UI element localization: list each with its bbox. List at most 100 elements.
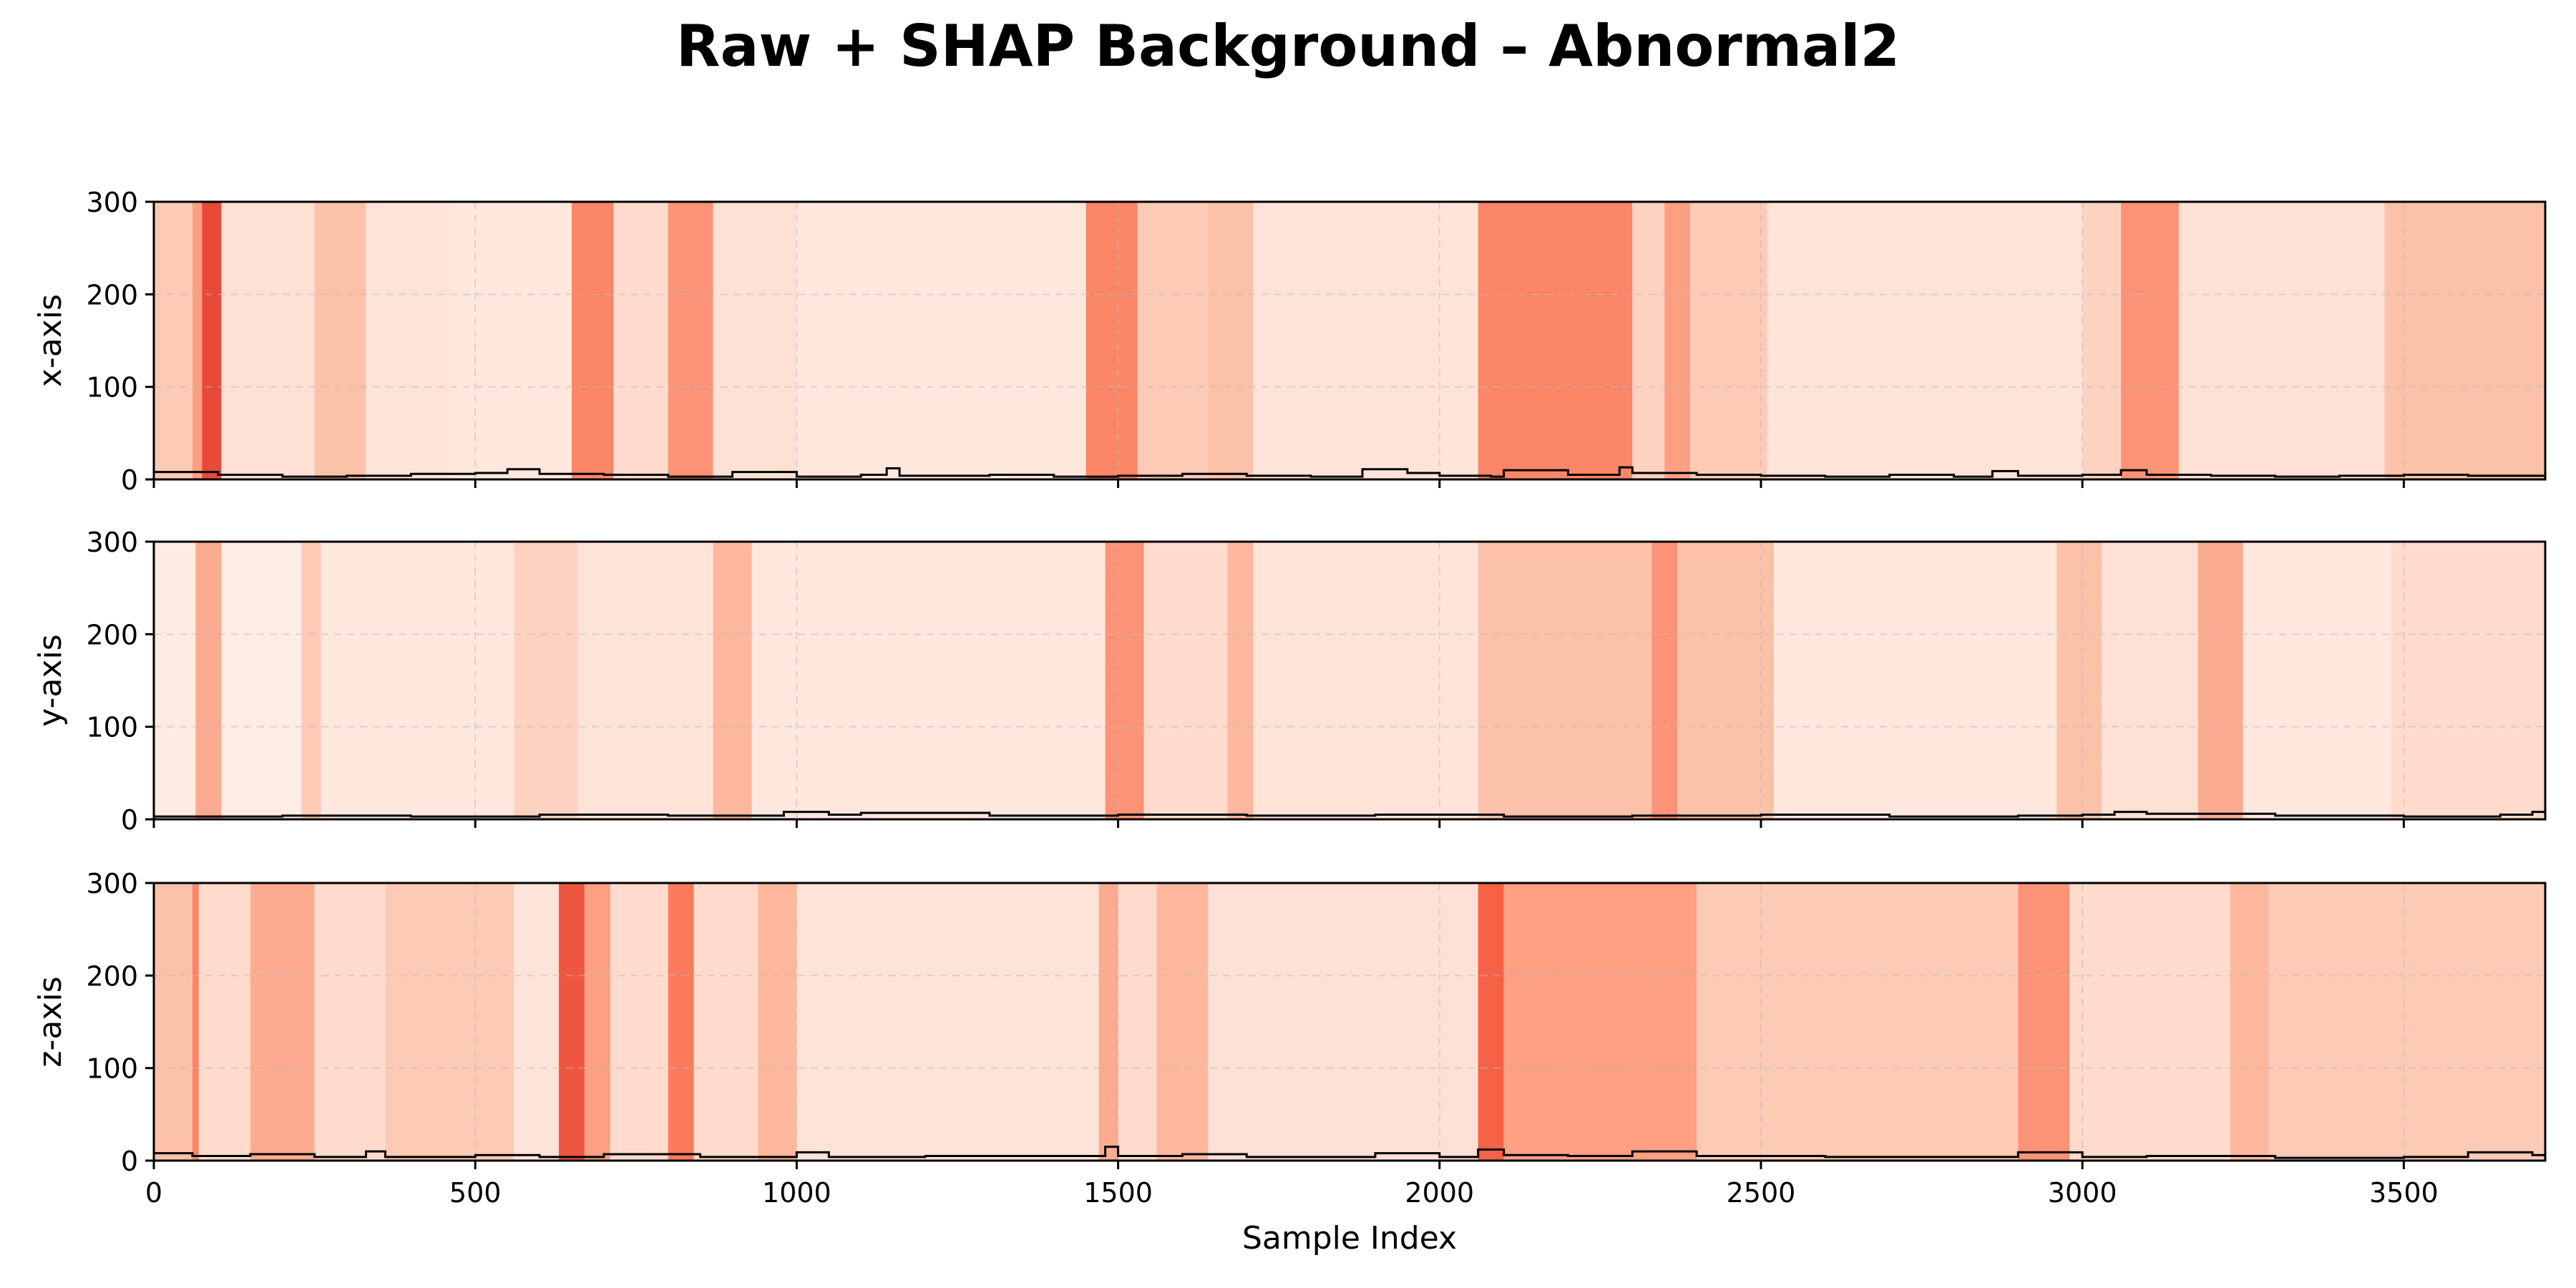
shap-band	[2069, 883, 2230, 1161]
x-tick-label: 1500	[1083, 1177, 1153, 1209]
x-tick-label: 3500	[2369, 1177, 2439, 1209]
shap-background	[154, 542, 2545, 819]
x-tick-label: 2000	[1405, 1177, 1474, 1209]
shap-band	[713, 202, 797, 479]
shap-band	[2230, 883, 2269, 1161]
shap-background	[154, 202, 2545, 479]
x-tick-label: 0	[145, 1177, 162, 1209]
panel-ylabel: z-axis	[32, 976, 69, 1067]
shap-band	[1143, 542, 1228, 819]
shap-band	[154, 542, 196, 819]
shap-band	[1677, 542, 1774, 819]
shap-band	[1664, 202, 1691, 479]
shap-band	[2082, 202, 2122, 479]
shap-band	[1208, 202, 1254, 479]
shap-band	[192, 883, 199, 1161]
shap-band	[1767, 202, 2083, 479]
shap-band	[668, 202, 713, 479]
shap-band	[1098, 883, 1118, 1161]
shap-band	[221, 202, 315, 479]
shap-band	[1503, 883, 1697, 1161]
shap-band	[610, 883, 668, 1161]
shap-band	[250, 883, 315, 1161]
shap-band	[1208, 883, 1478, 1161]
shap-band	[514, 883, 559, 1161]
shap-band	[571, 202, 614, 479]
shap-band	[693, 883, 758, 1161]
shap-band	[192, 202, 203, 479]
x-tick-label: 1000	[762, 1177, 831, 1209]
series-line	[154, 466, 2545, 478]
y-tick-label: 100	[86, 372, 138, 404]
shap-band	[202, 202, 222, 479]
shap-band	[221, 542, 302, 819]
shap-band	[558, 883, 585, 1161]
y-tick-label: 100	[86, 1053, 138, 1085]
x-axis-label: Sample Index	[1242, 1220, 1457, 1257]
shap-background	[154, 883, 2545, 1161]
shap-band	[1478, 542, 1652, 819]
shap-band	[796, 883, 1099, 1161]
axes-frame	[152, 540, 2547, 821]
shap-band	[301, 542, 321, 819]
shap-band	[195, 542, 222, 819]
shap-band	[1697, 883, 2019, 1161]
shap-band	[2018, 883, 2070, 1161]
shap-band	[1690, 202, 1767, 479]
shap-band	[514, 542, 578, 819]
panel-ylabel: y-axis	[32, 634, 69, 726]
y-tick-label: 300	[86, 187, 138, 218]
y-tick-label: 200	[86, 279, 138, 311]
shap-band	[314, 883, 386, 1161]
y-tick-label: 300	[86, 527, 138, 558]
shap-band	[154, 202, 192, 479]
x-tick-label: 3000	[2048, 1177, 2117, 1209]
shap-band	[1253, 542, 1478, 819]
figure-title: Raw + SHAP Background – Abnormal2	[676, 13, 1900, 79]
shap-band	[1156, 883, 1209, 1161]
shap-band	[751, 542, 1106, 819]
shap-band	[613, 202, 668, 479]
shap-band	[2243, 542, 2391, 819]
panel-ylabel: x-axis	[32, 294, 69, 387]
y-tick-label: 300	[86, 868, 138, 899]
shap-band	[1632, 202, 1665, 479]
y-tick-label: 200	[86, 619, 138, 650]
shap-band	[1773, 542, 2057, 819]
shap-band	[198, 883, 250, 1161]
x-tick-label: 500	[449, 1177, 502, 1209]
shap-band	[2102, 542, 2198, 819]
shap-band	[449, 202, 572, 479]
axes-frame	[152, 882, 2547, 1162]
axes-frame	[152, 200, 2547, 481]
panel-y-axis: 0 100 200 300 y-axis	[32, 527, 2547, 836]
shap-band	[1105, 542, 1144, 819]
y-tick-label: 0	[121, 804, 138, 836]
shap-band	[1478, 883, 1504, 1161]
shap-band	[1253, 202, 1478, 479]
shap-band	[758, 883, 797, 1161]
shap-band	[796, 202, 1086, 479]
shap-band	[2391, 542, 2545, 819]
series-line	[154, 811, 2545, 818]
shap-band	[1227, 542, 1254, 819]
shap-band	[385, 883, 514, 1161]
y-tick-label: 0	[121, 464, 138, 496]
shap-band	[2121, 202, 2179, 479]
shap-band	[314, 202, 366, 479]
shap-band	[366, 202, 450, 479]
shap-band	[1478, 202, 1633, 479]
shap-band	[713, 542, 752, 819]
shap-band	[2197, 542, 2243, 819]
y-tick-label: 100	[86, 712, 138, 743]
shap-band	[584, 883, 610, 1161]
shap-band	[1137, 202, 1209, 479]
panel-x-axis: 0 100 200 300 x-axis	[32, 187, 2547, 496]
shap-band	[1118, 883, 1157, 1161]
shap-band	[1652, 542, 1678, 819]
y-tick-label: 0	[121, 1146, 138, 1177]
x-tick-label: 2500	[1727, 1177, 1796, 1209]
y-tick-label: 200	[86, 960, 138, 992]
